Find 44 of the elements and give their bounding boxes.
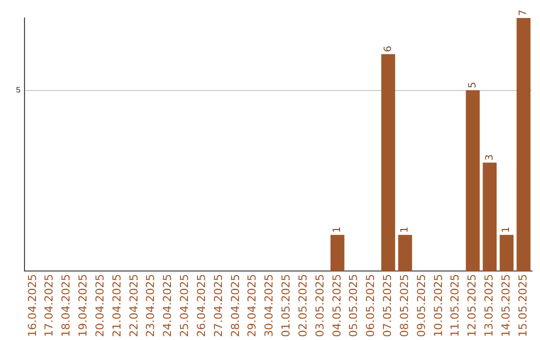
bar xyxy=(482,162,497,272)
x-tick-label: 17.04.2025 xyxy=(42,274,56,338)
x-tick-label: 07.05.2025 xyxy=(381,274,394,338)
data-label: 1 xyxy=(501,226,512,233)
x-tick-label: 16.04.2025 xyxy=(26,274,39,338)
data-label: 3 xyxy=(484,154,496,161)
x-tick-label: 11.05.2025 xyxy=(448,274,462,338)
bar xyxy=(500,234,514,272)
x-tick-label: 26.04.2025 xyxy=(194,274,208,338)
x-tick-label: 09.05.2025 xyxy=(414,274,428,338)
x-tick-label: 28.04.2025 xyxy=(228,274,242,338)
x-tick-label: 06.05.2025 xyxy=(364,274,378,338)
x-tick-label: 12.05.2025 xyxy=(466,274,479,338)
x-tick-label: 01.05.2025 xyxy=(280,274,293,338)
bar xyxy=(516,18,530,272)
x-tick-label: 24.04.2025 xyxy=(161,274,174,338)
bar xyxy=(330,234,344,272)
x-tick-label: 03.05.2025 xyxy=(313,274,326,338)
x-tick-label: 14.05.2025 xyxy=(499,274,512,338)
data-label: 7 xyxy=(518,10,530,16)
data-label: 6 xyxy=(382,46,394,52)
x-tick-label: 04.05.2025 xyxy=(330,274,344,338)
x-tick-label: 08.05.2025 xyxy=(398,274,411,338)
x-tick-label: 05.05.2025 xyxy=(347,274,360,338)
x-tick-label: 02.05.2025 xyxy=(296,274,310,338)
x-tick-label: 18.04.2025 xyxy=(60,274,73,338)
x-tick-label: 13.05.2025 xyxy=(482,274,496,338)
x-tick-label: 25.04.2025 xyxy=(178,274,192,338)
x-tick-label: 29.04.2025 xyxy=(246,274,259,338)
data-label: 1 xyxy=(332,226,344,233)
x-tick-label: 19.04.2025 xyxy=(76,274,90,338)
bar xyxy=(466,90,480,272)
x-tick-label: 20.04.2025 xyxy=(93,274,106,338)
bar xyxy=(381,54,396,272)
x-tick-label: 21.04.2025 xyxy=(110,274,124,338)
x-tick-label: 27.04.2025 xyxy=(212,274,225,338)
x-tick-label: 23.04.2025 xyxy=(144,274,158,338)
data-label: 5 xyxy=(467,82,478,88)
x-tick-label: 10.05.2025 xyxy=(432,274,445,338)
bar xyxy=(398,234,412,272)
data-label: 1 xyxy=(400,226,411,233)
x-tick-label: 22.04.2025 xyxy=(127,274,140,338)
x-tick-label: 15.05.2025 xyxy=(516,274,530,338)
x-tick-label: 30.04.2025 xyxy=(262,274,276,338)
